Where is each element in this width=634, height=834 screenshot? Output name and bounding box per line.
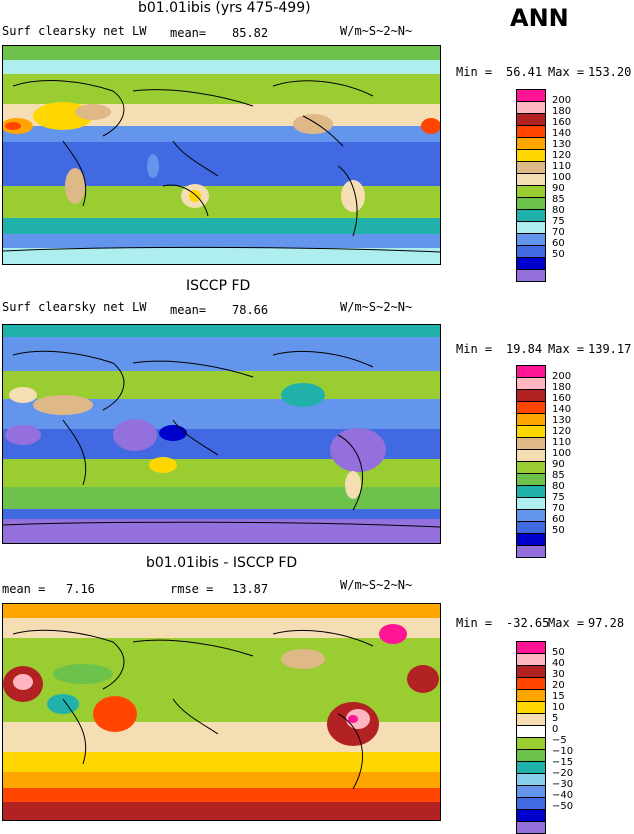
- panel-3-title: b01.01ibis - ISCCP FD: [146, 555, 298, 571]
- panel-2-left-label: Surf clearsky net LW: [2, 300, 147, 314]
- panel-3-tick: 50: [552, 647, 565, 658]
- panel-3-rmse-label: rmse =: [170, 582, 214, 596]
- panel-1-tick: 160: [552, 117, 572, 128]
- panel-2-mean-label: mean=: [170, 303, 207, 317]
- panel-1-mean-value: 85.82: [232, 26, 269, 40]
- panel-2-colorbar: 200 180 160 140 130 120 110 100 90 85 80…: [516, 365, 571, 558]
- panel-3-map: [2, 603, 441, 821]
- panel-3-max-value: 97.28: [588, 616, 625, 630]
- panel-3-tick: −50: [552, 801, 574, 812]
- panel-3-tick: −5: [552, 735, 567, 746]
- panel-1-tick: 100: [552, 172, 572, 183]
- panel-3-tick: 40: [552, 658, 565, 669]
- panel-2-tick: 70: [552, 503, 565, 514]
- panel-3-tick: 5: [552, 713, 559, 724]
- panel-1-tick: 180: [552, 106, 572, 117]
- panel-2-map: [2, 324, 441, 544]
- panel-3-mean-value: 7.16: [66, 582, 95, 596]
- panel-1-units: W/m~S~2~N~: [340, 24, 413, 38]
- panel-1-min-label: Min =: [456, 65, 493, 79]
- panel-3-units: W/m~S~2~N~: [340, 578, 413, 592]
- panel-3-tick: −10: [552, 746, 574, 757]
- panel-1-tick: 80: [552, 205, 565, 216]
- panel-2-units: W/m~S~2~N~: [340, 300, 413, 314]
- panel-2-tick: 140: [552, 404, 572, 415]
- panel-1-map: [2, 45, 441, 265]
- panel-1-tick: 140: [552, 128, 572, 139]
- panel-3-tick: −15: [552, 757, 574, 768]
- panel-1-max-label: Max =: [548, 65, 585, 79]
- panel-1-tick: 70: [552, 227, 565, 238]
- panel-1-max-value: 153.20: [588, 65, 632, 79]
- panel-2-mean-value: 78.66: [232, 303, 269, 317]
- panel-2-tick: 85: [552, 470, 565, 481]
- panel-3-tick: 15: [552, 691, 565, 702]
- panel-3-tick: 30: [552, 669, 565, 680]
- panel-2-tick: 200: [552, 371, 572, 382]
- panel-1-tick: 85: [552, 194, 565, 205]
- panel-3-mean-label: mean =: [2, 582, 46, 596]
- panel-2-max-value: 139.17: [588, 342, 632, 356]
- panel-2-tick: 60: [552, 514, 565, 525]
- panel-3-rmse-value: 13.87: [232, 582, 269, 596]
- panel-2-tick: 180: [552, 382, 572, 393]
- panel-1-tick: 110: [552, 161, 572, 172]
- panel-2-tick: 130: [552, 415, 572, 426]
- panel-1-tick: 50: [552, 249, 565, 260]
- panel-1-swatch: [516, 269, 546, 282]
- panel-2-min-label: Min =: [456, 342, 493, 356]
- panel-2-tick: 120: [552, 426, 572, 437]
- panel-1-tick: 130: [552, 139, 572, 150]
- panel-3-tick: 10: [552, 702, 565, 713]
- panel-1-left-label: Surf clearsky net LW: [2, 24, 147, 38]
- panel-2-tick: 160: [552, 393, 572, 404]
- panel-3-tick: 20: [552, 680, 565, 691]
- panel-2-tick: 50: [552, 525, 565, 536]
- panel-2-tick: 80: [552, 481, 565, 492]
- panel-3-min-label: Min =: [456, 616, 493, 630]
- panel-1-tick: 90: [552, 183, 565, 194]
- panel-3-min-value: -32.65: [506, 616, 550, 630]
- panel-1-tick: 200: [552, 95, 572, 106]
- panel-3-tick: −20: [552, 768, 574, 779]
- panel-1-mean-label: mean=: [170, 26, 207, 40]
- panel-1-min-value: 56.41: [506, 65, 543, 79]
- panel-1-title: b01.01ibis (yrs 475-499): [138, 0, 311, 16]
- panel-3-colorbar: 50 40 30 20 15 10 5 0 −5 −10 −15 −20 −30…: [516, 641, 573, 834]
- panel-2-tick: 90: [552, 459, 565, 470]
- panel-3-max-label: Max =: [548, 616, 585, 630]
- panel-2-tick: 100: [552, 448, 572, 459]
- panel-1-tick: 75: [552, 216, 565, 227]
- season-label: ANN: [510, 4, 569, 32]
- panel-2-title: ISCCP FD: [186, 278, 251, 294]
- panel-3-tick: −40: [552, 790, 574, 801]
- panel-2-tick: 75: [552, 492, 565, 503]
- panel-1-tick: 60: [552, 238, 565, 249]
- panel-2-tick: 110: [552, 437, 572, 448]
- panel-1-colorbar: 200 180 160 140 130 120 110 100 90 85 80…: [516, 89, 571, 282]
- panel-2-swatch: [516, 545, 546, 558]
- panel-3-tick: −30: [552, 779, 574, 790]
- panel-1-tick: 120: [552, 150, 572, 161]
- panel-2-max-label: Max =: [548, 342, 585, 356]
- panel-3-tick: 0: [552, 724, 559, 735]
- panel-2-min-value: 19.84: [506, 342, 543, 356]
